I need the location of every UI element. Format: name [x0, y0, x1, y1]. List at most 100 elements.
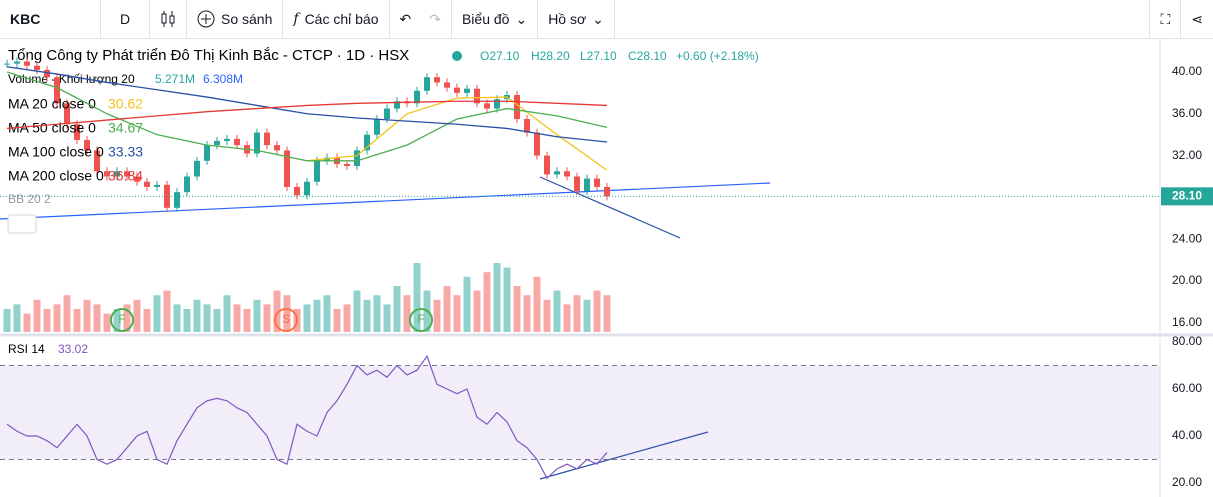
candle-body: [64, 103, 70, 125]
y-tick-label: 40.00: [1172, 64, 1202, 78]
volume-bar: [343, 304, 351, 332]
volume-bar: [483, 272, 491, 332]
volume-bar: [163, 290, 171, 332]
candle-body: [374, 119, 380, 135]
y-tick-label: 20.00: [1172, 273, 1202, 287]
toolbar: KBC D So sánh f Các chỉ báo ↶ ↷ Biểu đồ ⌄ H…: [0, 0, 1213, 39]
ma-line: [6, 71, 608, 162]
legend-open: O27.10: [480, 49, 520, 63]
volume-bar: [473, 290, 481, 332]
symbol[interactable]: KBC: [0, 0, 101, 38]
volume-bar: [73, 309, 81, 332]
rsi-band-fill: [0, 365, 1160, 460]
trend-line: [539, 176, 681, 239]
candle-body: [524, 119, 530, 133]
volume-bar: [383, 304, 391, 332]
volume-bar: [413, 263, 421, 332]
volume-bar: [133, 299, 141, 332]
candle-body: [254, 132, 260, 154]
candle-body: [194, 160, 200, 177]
legend-high: H28.20: [531, 49, 570, 63]
compare-button[interactable]: So sánh: [187, 0, 284, 38]
candle-body: [34, 65, 40, 70]
volume-bar: [143, 309, 151, 332]
volume-bar: [63, 295, 71, 332]
candle-body: [94, 150, 100, 172]
candle-body: [434, 77, 440, 83]
volume-bar: [443, 286, 451, 332]
candle-body: [594, 178, 600, 187]
compare-label: So sánh: [221, 11, 273, 27]
candle-body: [274, 145, 280, 151]
candle-body: [234, 138, 240, 146]
volume-bar: [493, 263, 501, 332]
candle-icon[interactable]: [150, 0, 187, 38]
rsi-tick-label: 80.00: [1172, 334, 1202, 348]
volume-bar: [153, 295, 161, 332]
candle-body: [544, 155, 550, 175]
y-tick-label: 32.00: [1172, 148, 1202, 162]
volume-bar: [543, 299, 551, 332]
undo-redo[interactable]: ↶ ↷: [390, 0, 452, 38]
volume-bar: [103, 313, 111, 332]
candle-body: [44, 69, 50, 78]
chart-type-button[interactable]: Biểu đồ ⌄: [452, 0, 539, 38]
volume-bar: [503, 267, 511, 332]
collapse-button[interactable]: [7, 214, 37, 234]
candle-body: [24, 61, 30, 66]
candle-body: [104, 171, 110, 177]
volume-bar: [253, 299, 261, 332]
volume-bar: [93, 304, 101, 332]
volume-bar: [363, 299, 371, 332]
volume-bar: [43, 309, 51, 332]
volume-bar: [283, 295, 291, 332]
status-dot: [452, 51, 462, 61]
ma-line: [6, 66, 608, 143]
volume-bar: [243, 309, 251, 332]
volume-bar: [533, 276, 541, 332]
candle-body: [214, 140, 220, 146]
volume-bar: [323, 295, 331, 332]
candle-body: [114, 171, 120, 177]
candle-body: [174, 192, 180, 208]
candle-body: [284, 150, 290, 187]
volume-bar: [23, 313, 31, 332]
candle-body: [264, 132, 270, 146]
volume-bar: [183, 309, 191, 332]
rsi-tick-label: 20.00: [1172, 475, 1202, 489]
volume-bar: [333, 309, 341, 332]
ma-legend: MA 50 close 0: [8, 120, 96, 136]
volume-bar: [53, 304, 61, 332]
volume-bar: [513, 286, 521, 332]
candle-body: [164, 184, 170, 208]
rsi-value: 33.02: [58, 342, 88, 356]
candle-body: [384, 108, 390, 120]
ma-legend-value: 34.67: [108, 120, 143, 136]
volume-bar: [223, 295, 231, 332]
event-label: S: [282, 312, 290, 326]
candle-body: [604, 186, 610, 197]
volume-bar: [123, 304, 131, 332]
candle-body: [454, 87, 460, 93]
interval[interactable]: D: [101, 0, 150, 38]
candle-body: [364, 134, 370, 151]
rsi-legend: RSI 14: [8, 342, 45, 356]
candle-body: [344, 163, 350, 167]
event-marker: [274, 308, 298, 332]
volume-bar: [373, 295, 381, 332]
last-price-tag: [1161, 187, 1213, 206]
fullscreen-button[interactable]: ⛶: [1149, 0, 1182, 38]
legend-low: L27.10: [580, 49, 617, 63]
profile-button[interactable]: Hồ sơ ⌄: [538, 0, 615, 38]
share-button[interactable]: ⋖: [1191, 10, 1203, 27]
indicators-button[interactable]: f Các chỉ báo: [283, 0, 390, 38]
volume-bar: [33, 299, 41, 332]
candle-body: [464, 88, 470, 93]
ma-legend-value: 33.33: [108, 144, 143, 160]
candle-body: [144, 181, 150, 187]
candle-body: [564, 171, 570, 177]
candle-body: [204, 145, 210, 161]
volume-value: 5.271M: [155, 72, 195, 86]
volume-bar: [563, 304, 571, 332]
event-label: F: [118, 312, 125, 326]
